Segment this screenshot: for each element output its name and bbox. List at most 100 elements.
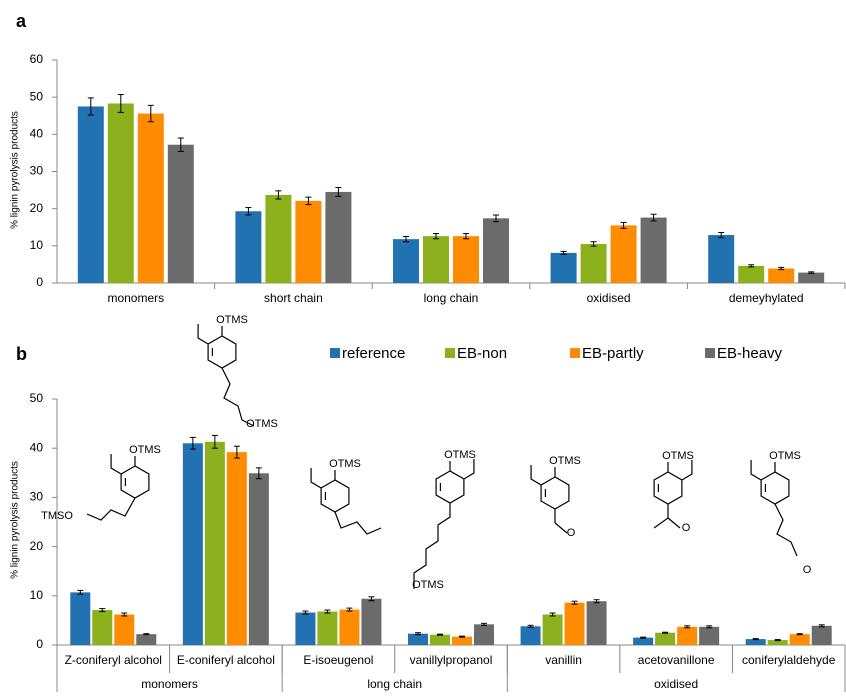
error-bar	[459, 635, 465, 638]
group-label: monomers	[141, 677, 198, 691]
group-label: long chain	[367, 677, 422, 691]
error-bar	[99, 608, 106, 613]
error-bar	[403, 236, 409, 243]
y-tick-label: 30	[30, 164, 44, 178]
structure: OTMS O	[653, 450, 694, 534]
error-bar	[796, 633, 803, 636]
methoxy	[110, 454, 122, 475]
structure: OTMS O	[530, 455, 581, 539]
y-tick-label: 50	[30, 89, 44, 103]
bar	[70, 592, 91, 645]
error-bar	[560, 250, 567, 255]
methoxy	[197, 324, 209, 345]
error-bar	[433, 233, 439, 240]
error-bar	[481, 622, 487, 626]
group-label: oxidised	[654, 677, 698, 691]
y-tick-label: 40	[30, 440, 44, 454]
y-tick-label: 60	[30, 52, 44, 66]
error-bar	[415, 632, 421, 636]
structure: OTMS TMSO	[41, 444, 161, 522]
bar	[317, 611, 338, 645]
error-bar	[189, 436, 196, 450]
bar	[137, 113, 164, 284]
error-bar	[748, 264, 755, 268]
error-bar	[302, 610, 309, 615]
x-tick-label: vanillylpropanol	[410, 653, 493, 667]
structure-label: OTMS	[769, 450, 801, 462]
bar	[226, 452, 247, 645]
chain	[86, 497, 136, 521]
error-bar	[640, 636, 647, 639]
x-tick-label: monomers	[107, 291, 164, 305]
bar	[248, 473, 269, 645]
y-tick-label: 10	[30, 238, 44, 252]
error-bar	[77, 589, 84, 595]
bar	[77, 106, 104, 283]
structure-label: OTMS	[216, 314, 248, 326]
error-bar	[117, 94, 124, 113]
bar	[550, 252, 577, 283]
error-bar	[620, 221, 627, 229]
y-tick-label: 20	[30, 201, 44, 215]
bar	[586, 601, 607, 645]
structure-label: OTMS	[549, 455, 581, 467]
structure-label: OTMS	[246, 418, 278, 430]
legend-swatch	[330, 348, 340, 358]
error-bar	[245, 207, 252, 216]
methoxy	[530, 465, 542, 486]
error-bar	[778, 266, 785, 271]
y-tick-label: 20	[30, 539, 44, 553]
chain	[221, 367, 255, 427]
y-tick-label: 30	[30, 490, 44, 504]
legend-label: EB-heavy	[717, 345, 783, 362]
bar	[393, 239, 419, 283]
bar	[745, 639, 766, 645]
bar	[699, 626, 720, 645]
error-bar	[147, 104, 154, 123]
error-bar	[774, 639, 781, 642]
legend-swatch	[445, 348, 455, 358]
error-bar	[335, 186, 342, 197]
bar	[295, 612, 316, 645]
error-bar	[87, 97, 94, 116]
error-bar	[718, 231, 725, 239]
x-tick-label: acetovanillone	[638, 653, 715, 667]
bar	[768, 268, 795, 283]
y-tick-label: 0	[36, 637, 43, 651]
x-tick-label: coniferylaldehyde	[742, 653, 836, 667]
bar	[339, 609, 360, 645]
bar	[708, 235, 735, 283]
structure-label: O	[567, 527, 576, 539]
bar	[811, 625, 832, 645]
methoxy	[310, 468, 322, 489]
chain	[554, 509, 568, 534]
y-tick-label: 10	[30, 588, 44, 602]
methoxy	[463, 459, 475, 480]
bar	[789, 634, 810, 645]
error-bar	[233, 445, 240, 459]
bar	[295, 200, 322, 283]
structure: OTMS O	[750, 450, 812, 576]
panel-label: b	[16, 344, 27, 364]
bar	[361, 598, 382, 645]
error-bar	[121, 612, 128, 617]
bar	[564, 602, 585, 645]
error-bar	[752, 638, 759, 641]
x-tick-label: oxidised	[587, 291, 631, 305]
legend-swatch	[705, 348, 715, 358]
legend-label: reference	[342, 345, 405, 362]
x-tick-label: E-isoeugenol	[303, 653, 373, 667]
error-bar	[255, 467, 262, 480]
bar	[92, 610, 113, 645]
structure: OTMS	[310, 458, 382, 535]
bar	[423, 236, 449, 283]
error-bar	[706, 625, 713, 629]
panel-label: a	[16, 11, 27, 31]
error-bar	[818, 624, 825, 628]
bar	[610, 225, 637, 283]
error-bar	[143, 633, 150, 636]
error-bar	[684, 625, 691, 629]
y-tick-label: 40	[30, 127, 44, 141]
bar	[167, 144, 194, 283]
